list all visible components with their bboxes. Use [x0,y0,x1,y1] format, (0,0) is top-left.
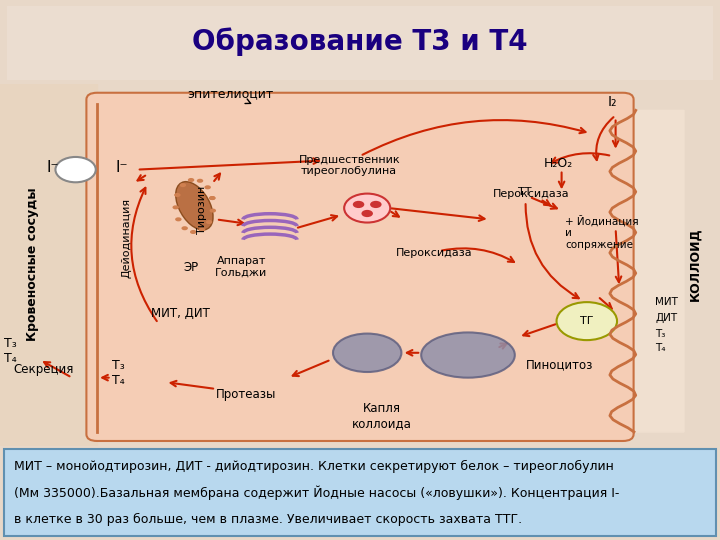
Text: Пероксидаза: Пероксидаза [396,247,472,258]
Text: Т₃
Т₄: Т₃ Т₄ [4,336,17,365]
Circle shape [174,193,181,197]
Circle shape [55,157,96,183]
Text: (Мм 335000).Базальная мембрана содержит Йодные насосы («ловушки»). Концентрация : (Мм 335000).Базальная мембрана содержит … [14,485,620,500]
FancyBboxPatch shape [86,93,634,441]
Circle shape [557,302,617,340]
Circle shape [209,196,215,200]
Text: I⁻: I⁻ [115,160,127,175]
Circle shape [204,185,211,190]
Ellipse shape [176,181,213,230]
Circle shape [181,226,188,230]
Text: Кровеносные сосуды: Кровеносные сосуды [26,188,39,341]
Text: + Йодинация
и
сопряжение: + Йодинация и сопряжение [565,215,639,249]
Text: Пероксидаза: Пероксидаза [493,189,570,199]
Circle shape [188,178,194,182]
Circle shape [370,201,382,208]
Text: МИТ: МИТ [655,298,678,307]
Text: Дейодинация: Дейодинация [121,198,131,278]
Text: эпителиоцит: эпителиоцит [187,87,274,104]
Text: H₂O₂: H₂O₂ [544,157,573,170]
Text: Т₄: Т₄ [655,342,666,353]
Text: Капля
коллоида: Капля коллоида [351,402,412,430]
Text: ДИТ: ДИТ [655,313,678,323]
Ellipse shape [333,334,402,372]
Text: Т₃: Т₃ [655,329,665,339]
Text: I₂: I₂ [607,96,617,109]
Circle shape [175,217,181,221]
Polygon shape [610,110,684,432]
Circle shape [361,210,373,217]
Text: КОЛЛОИД: КОЛЛОИД [688,228,701,301]
Circle shape [210,208,216,213]
Text: Аппарат
Гольджи: Аппарат Гольджи [215,256,267,278]
Circle shape [199,228,205,232]
Text: Т₃
Т₄: Т₃ Т₄ [112,360,125,387]
Text: Тирозин: Тирозин [197,186,207,234]
Text: Образование Т3 и Т4: Образование Т3 и Т4 [192,28,528,56]
Text: Протеазы: Протеазы [216,388,276,401]
Text: Предшественник
тиреоглобулина: Предшественник тиреоглобулина [298,154,400,176]
Text: ТТ: ТТ [518,186,532,197]
FancyBboxPatch shape [4,449,716,536]
Text: ТГ: ТГ [580,316,593,326]
Circle shape [173,205,179,210]
Text: МИТ – монойодтирозин, ДИТ - дийодтирозин. Клетки секретируют белок – тиреоглобул: МИТ – монойодтирозин, ДИТ - дийодтирозин… [14,460,614,473]
Text: Секреция: Секреция [13,363,73,376]
Circle shape [206,220,212,224]
FancyBboxPatch shape [7,6,713,79]
Circle shape [209,196,215,200]
Text: ЭР: ЭР [184,261,199,274]
Circle shape [197,179,203,183]
Circle shape [344,194,390,222]
Circle shape [190,230,197,234]
Ellipse shape [421,333,515,377]
Text: I⁻: I⁻ [47,160,59,175]
Text: МИТ, ДИТ: МИТ, ДИТ [151,307,210,320]
Polygon shape [0,84,97,445]
Text: в клетке в 30 раз больше, чем в плазме. Увеличивает скорость захвата ТТГ.: в клетке в 30 раз больше, чем в плазме. … [14,512,523,526]
Circle shape [353,201,364,208]
Text: Пиноцитоз: Пиноцитоз [526,359,593,372]
Circle shape [180,183,186,187]
